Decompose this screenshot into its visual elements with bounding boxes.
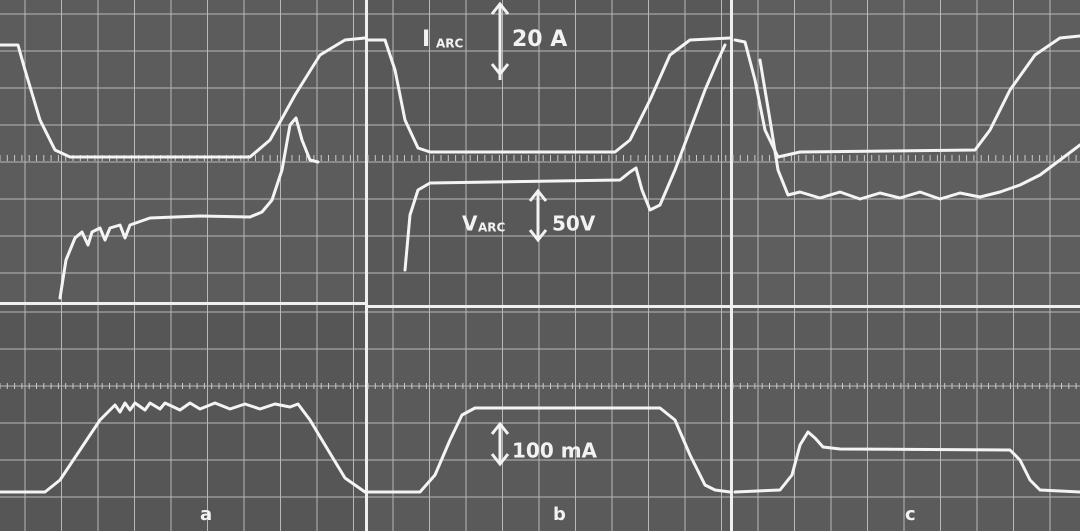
voltage-subscript: ARC xyxy=(478,221,506,235)
scope-panel xyxy=(733,308,1080,531)
voltage-symbol: V xyxy=(462,212,478,236)
oscillogram: I ARC 20 A V ARC 50V 100 mA a b c xyxy=(0,0,1080,531)
voltage-scale: 50V xyxy=(552,212,596,236)
current-subscript: ARC xyxy=(436,37,464,51)
panel-label: a xyxy=(200,504,212,525)
current-symbol: I xyxy=(422,27,430,52)
probe-scale: 100 mA xyxy=(512,439,598,463)
scope-panel xyxy=(733,0,1080,305)
current-scale: 20 A xyxy=(512,27,567,52)
panel-label: c xyxy=(905,504,916,525)
page: I ARC 20 A V ARC 50V 100 mA a b c (() =>… xyxy=(0,0,1080,531)
panel-label: b xyxy=(553,504,566,525)
